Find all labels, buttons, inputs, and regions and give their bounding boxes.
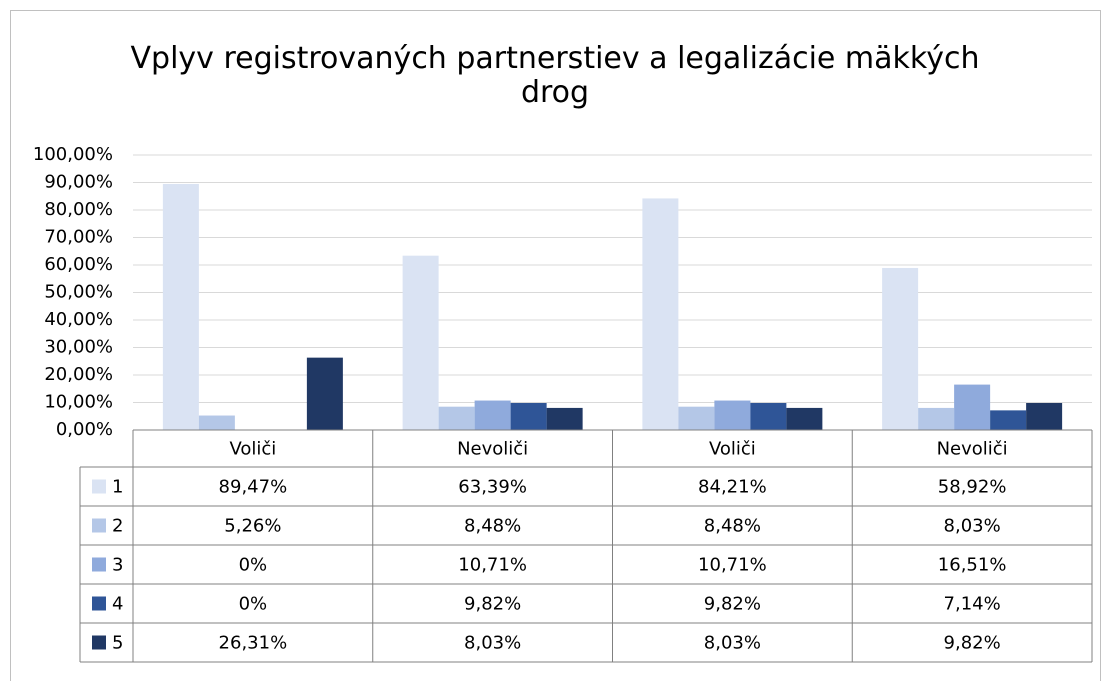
x-tick-label: Voliči [229, 439, 276, 460]
x-tick-label: Voliči [709, 439, 756, 460]
legend-label: 4 [112, 594, 123, 615]
legend-key [92, 635, 106, 650]
data-label: 9,82% [464, 594, 521, 615]
y-tick-label: 30,00% [44, 337, 113, 358]
bar [750, 402, 787, 430]
y-tick-label: 20,00% [44, 364, 113, 385]
legend-label: 3 [112, 555, 123, 576]
bar [306, 357, 343, 430]
data-label: 0% [239, 594, 268, 615]
data-label: 58,92% [938, 477, 1007, 498]
bar [1026, 402, 1063, 430]
legend-key [92, 518, 106, 533]
legend-label: 5 [112, 633, 123, 654]
bar [678, 406, 715, 430]
data-label: 16,51% [938, 555, 1007, 576]
bar [162, 183, 199, 430]
y-tick-label: 50,00% [44, 282, 113, 303]
x-tick-label: Nevoliči [457, 439, 528, 460]
y-tick-label: 10,00% [44, 392, 113, 413]
y-tick-label: 90,00% [44, 172, 113, 193]
legend-label: 1 [112, 477, 123, 498]
data-label: 8,03% [464, 633, 521, 654]
bar [510, 402, 547, 430]
bar [438, 406, 475, 430]
data-label: 9,82% [704, 594, 761, 615]
bar [642, 198, 679, 430]
y-tick-label: 80,00% [44, 199, 113, 220]
chart-title: Vplyv registrovaných partnerstiev a lega… [130, 41, 980, 110]
bar [546, 407, 583, 430]
x-tick-label: Nevoliči [937, 439, 1008, 460]
chart-frame [10, 10, 1101, 681]
data-label: 63,39% [458, 477, 527, 498]
legend-key [92, 557, 106, 572]
data-label: 8,48% [464, 516, 521, 537]
bar [786, 407, 823, 430]
y-tick-label: 60,00% [44, 254, 113, 275]
legend-key [92, 479, 106, 494]
data-label: 0% [239, 555, 268, 576]
data-label: 26,31% [219, 633, 288, 654]
bar [990, 410, 1027, 430]
bar [198, 415, 235, 430]
data-label: 7,14% [944, 594, 1001, 615]
bar [474, 400, 511, 430]
bar [954, 384, 991, 430]
data-label: 8,03% [704, 633, 761, 654]
bar [882, 267, 919, 430]
data-label: 9,82% [944, 633, 1001, 654]
bar [402, 255, 439, 430]
data-label: 5,26% [224, 516, 281, 537]
legend-key [92, 596, 106, 611]
data-label: 8,48% [704, 516, 761, 537]
y-tick-label: 70,00% [44, 227, 113, 248]
data-label: 84,21% [698, 477, 767, 498]
data-label: 89,47% [219, 477, 288, 498]
data-label: 8,03% [944, 516, 1001, 537]
data-label: 10,71% [698, 555, 767, 576]
y-tick-label: 0,00% [56, 419, 113, 440]
data-label: 10,71% [458, 555, 527, 576]
y-tick-label: 100,00% [33, 144, 113, 165]
bar [714, 400, 751, 430]
y-tick-label: 40,00% [44, 309, 113, 330]
legend-label: 2 [112, 516, 123, 537]
bar [918, 407, 955, 430]
